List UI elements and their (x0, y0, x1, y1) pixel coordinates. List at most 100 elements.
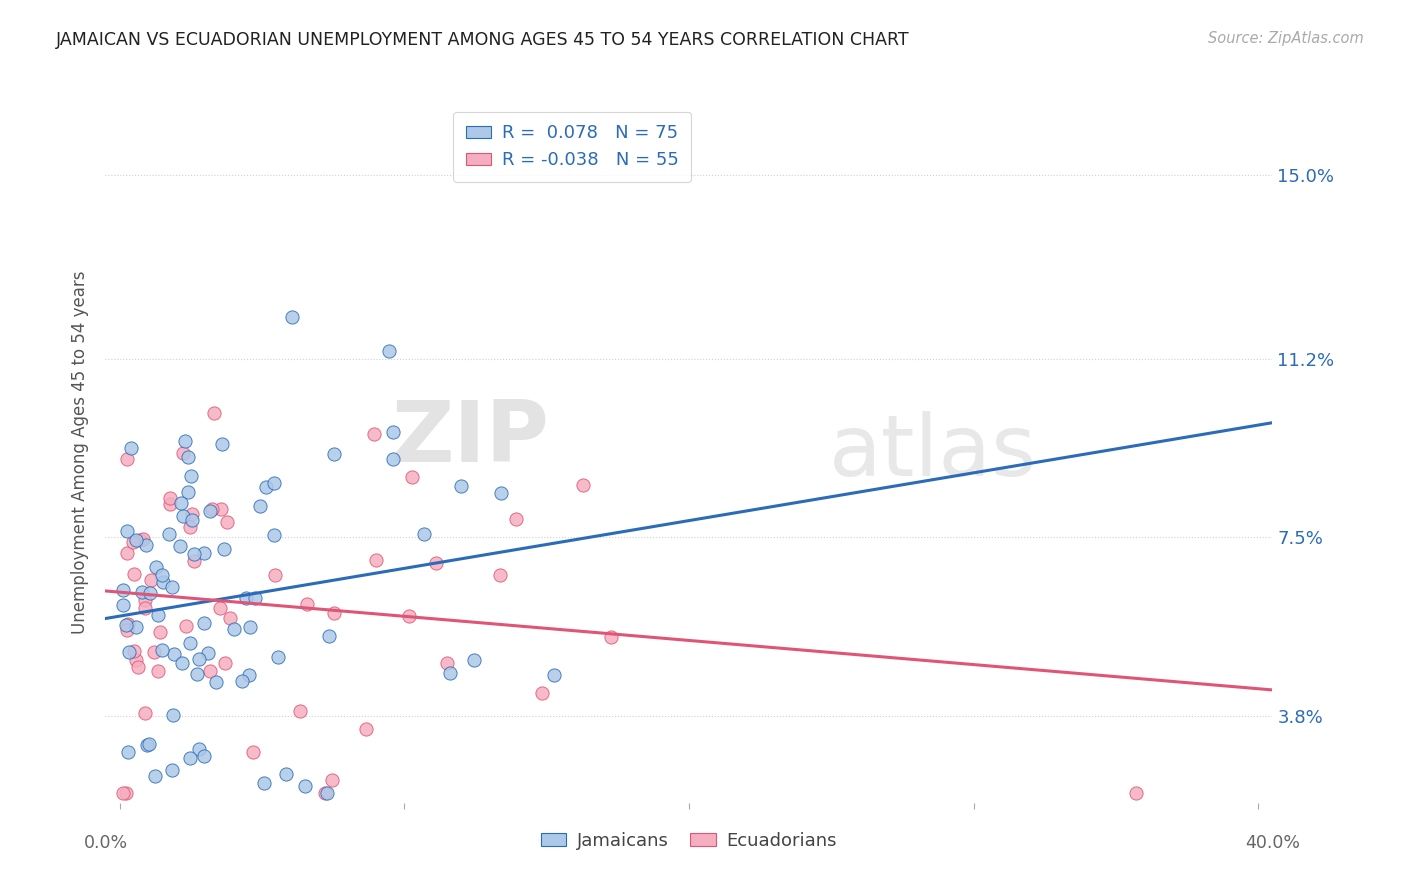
Legend: Jamaicans, Ecuadorians: Jamaicans, Ecuadorians (534, 824, 844, 857)
Point (224, 622, 246, 636)
Point (187, 742, 209, 756)
Point (254, 479, 277, 493)
Point (363, 426, 385, 441)
Text: ZIP: ZIP (391, 397, 548, 480)
Point (177, 450, 200, 465)
Point (111, 786, 134, 800)
Point (239, 620, 262, 634)
Point (115, 786, 138, 800)
Point (281, 310, 304, 324)
Text: atlas: atlas (830, 411, 1038, 494)
Point (205, 674, 228, 689)
Point (364, 553, 387, 567)
Point (245, 591, 267, 606)
Point (180, 469, 202, 483)
Point (183, 554, 205, 568)
Point (131, 532, 153, 546)
Point (179, 635, 201, 649)
Point (249, 500, 271, 514)
Point (148, 608, 170, 623)
Point (152, 575, 174, 590)
Point (125, 620, 148, 634)
Point (235, 591, 257, 605)
Point (413, 527, 436, 541)
Point (127, 660, 149, 674)
Point (157, 527, 180, 541)
Point (143, 645, 166, 659)
Point (505, 512, 527, 526)
Point (321, 772, 343, 787)
Point (111, 583, 134, 598)
Point (138, 737, 160, 751)
Point (543, 667, 565, 681)
Text: 40.0%: 40.0% (1244, 834, 1301, 852)
Point (198, 664, 221, 678)
Point (150, 643, 173, 657)
Point (143, 769, 166, 783)
Point (219, 611, 242, 625)
Point (150, 568, 173, 582)
Point (1125, 786, 1147, 800)
Point (202, 406, 225, 420)
Point (314, 786, 336, 800)
Point (117, 617, 139, 632)
Point (179, 520, 201, 534)
Point (381, 452, 404, 467)
Point (209, 502, 232, 516)
Point (436, 657, 458, 671)
Point (148, 664, 170, 678)
Point (172, 445, 194, 459)
Point (117, 745, 139, 759)
Point (200, 503, 222, 517)
Point (125, 533, 148, 547)
Point (124, 644, 146, 658)
Point (174, 434, 197, 448)
Point (267, 650, 290, 665)
Point (131, 585, 153, 599)
Point (172, 508, 194, 523)
Point (181, 512, 204, 526)
Point (117, 524, 139, 539)
Point (212, 542, 235, 557)
Point (276, 767, 298, 781)
Point (177, 485, 200, 500)
Text: JAMAICAN VS ECUADORIAN UNEMPLOYMENT AMONG AGES 45 TO 54 YEARS CORRELATION CHART: JAMAICAN VS ECUADORIAN UNEMPLOYMENT AMON… (56, 31, 910, 49)
Point (323, 447, 346, 461)
Point (115, 546, 138, 560)
Point (288, 705, 311, 719)
Point (295, 597, 318, 611)
Point (217, 516, 239, 530)
Point (183, 547, 205, 561)
Point (159, 497, 181, 511)
Point (169, 539, 191, 553)
Text: Source: ZipAtlas.com: Source: ZipAtlas.com (1208, 31, 1364, 46)
Point (398, 609, 420, 624)
Point (118, 645, 141, 659)
Point (439, 665, 461, 680)
Point (181, 507, 204, 521)
Point (193, 546, 215, 560)
Point (322, 606, 344, 620)
Point (120, 441, 142, 455)
Point (136, 738, 159, 752)
Point (111, 598, 134, 612)
Point (211, 437, 233, 451)
Point (124, 653, 146, 667)
Point (187, 651, 209, 665)
Y-axis label: Unemployment Among Ages 45 to 54 years: Unemployment Among Ages 45 to 54 years (70, 271, 89, 634)
Point (238, 668, 260, 682)
Point (115, 623, 138, 637)
Point (491, 486, 513, 500)
Point (179, 751, 201, 765)
Point (450, 479, 472, 493)
Point (134, 706, 156, 720)
Point (318, 628, 340, 642)
Point (139, 573, 162, 587)
Point (129, 533, 152, 547)
Point (263, 476, 285, 491)
Point (172, 657, 194, 671)
Point (122, 535, 145, 549)
Point (122, 566, 145, 581)
Point (294, 779, 316, 793)
Point (145, 559, 167, 574)
